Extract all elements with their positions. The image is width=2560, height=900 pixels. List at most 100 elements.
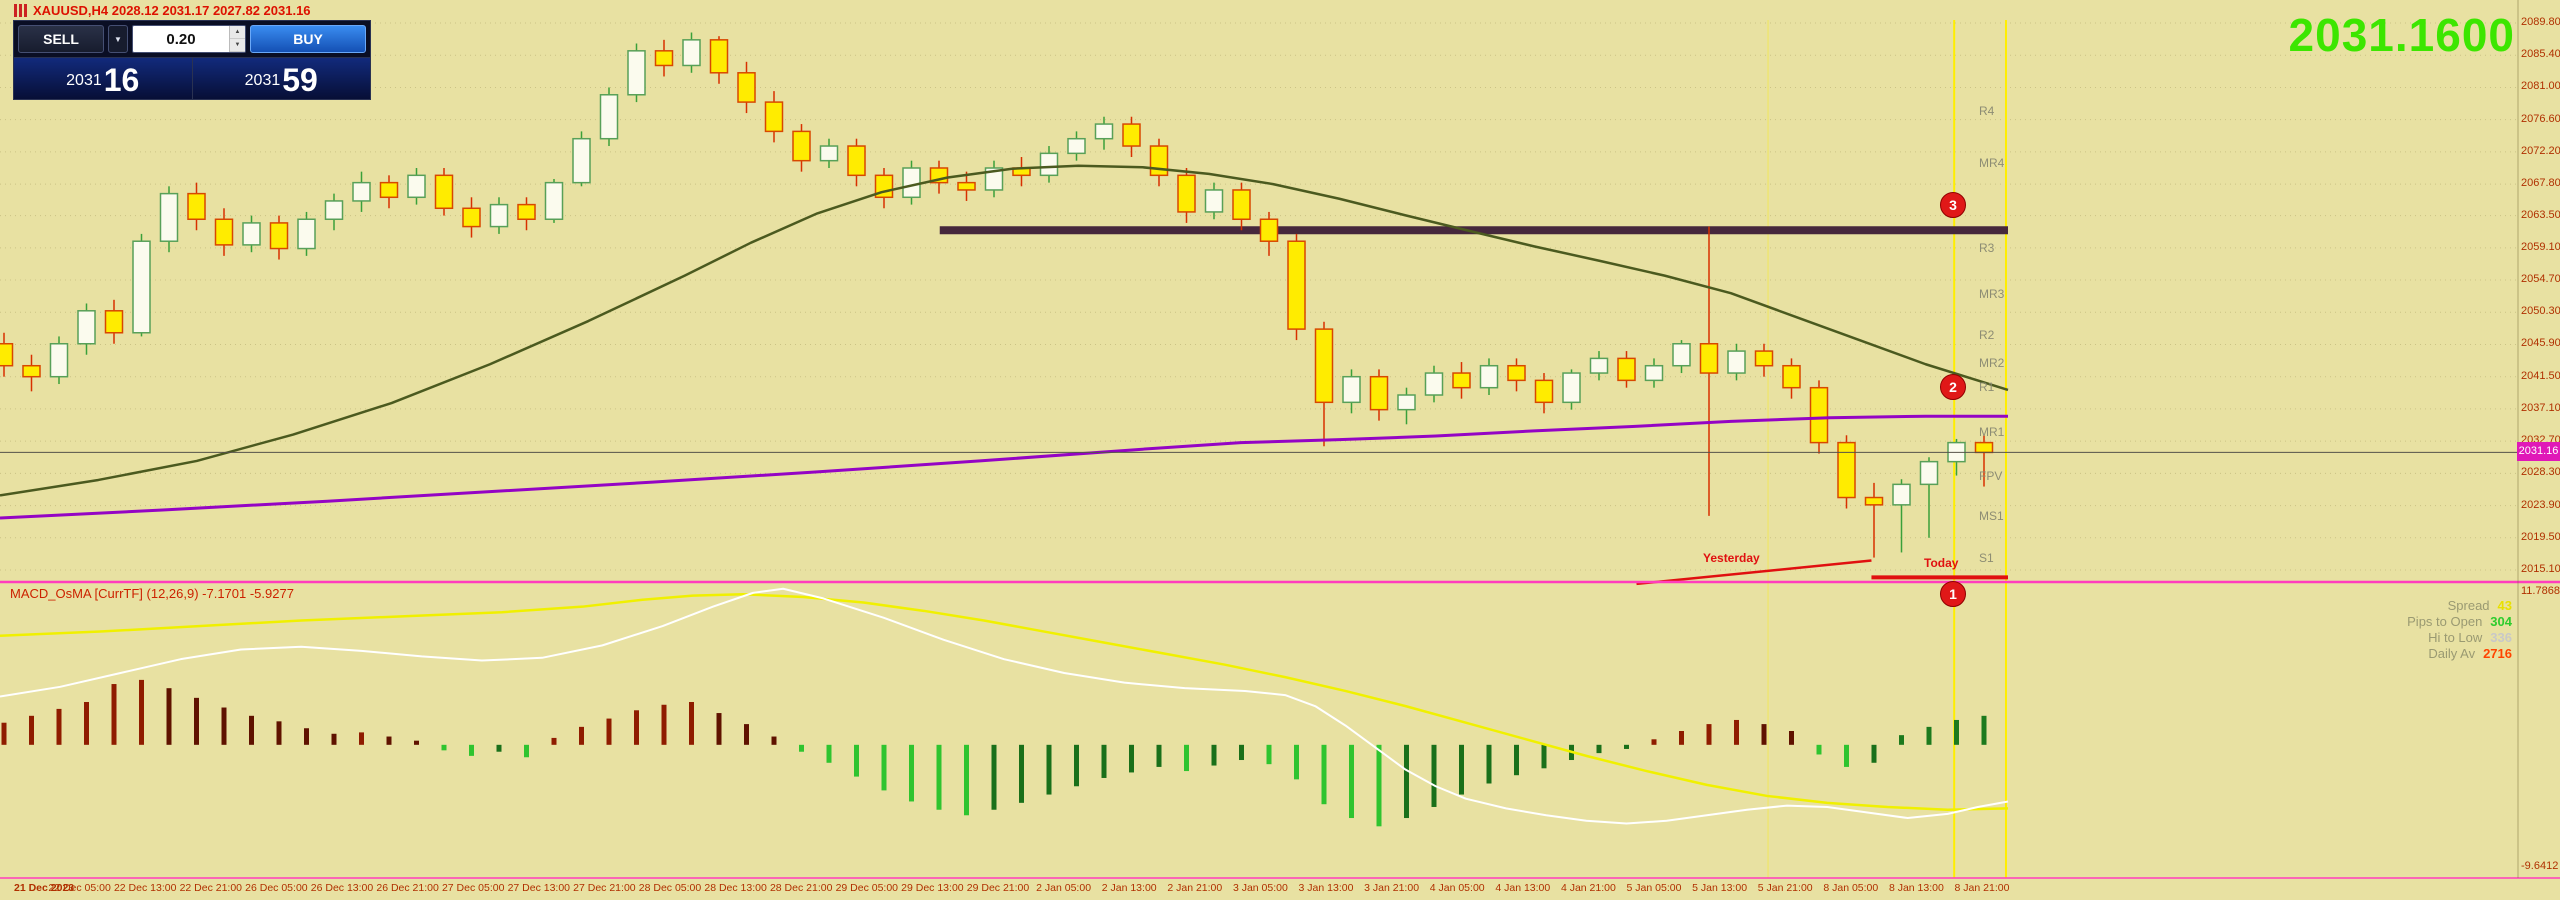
marker-2[interactable]: 2: [1940, 374, 1966, 400]
macd-scale-max: 11.7868: [2521, 585, 2560, 597]
lot-decrease-button[interactable]: ▼: [230, 39, 245, 52]
time-axis-label: 2 Jan 13:00: [1101, 882, 1157, 894]
time-axis-label: 22 Dec 13:00: [113, 882, 177, 894]
marker-1[interactable]: 1: [1940, 581, 1966, 607]
info-row: Hi to Low 336: [2407, 630, 2512, 645]
chart-symbol-icon: [14, 4, 27, 17]
price-axis-label: 2072.20: [2521, 144, 2560, 157]
price-axis-label: 2037.10: [2521, 401, 2560, 414]
info-value: 43: [2497, 598, 2512, 613]
price-axis-label: 2041.50: [2521, 369, 2560, 382]
time-axis-label: 22 Dec 05:00: [48, 882, 111, 894]
price-axis-label: 2085.40: [2521, 48, 2560, 61]
info-row: Spread 43: [2407, 598, 2512, 613]
ask-price-main: 2031: [244, 72, 281, 89]
time-axis-label: 27 Dec 13:00: [507, 882, 571, 894]
info-row: Daily Av 2716: [2407, 646, 2512, 661]
price-axis-label: 2063.50: [2521, 208, 2560, 221]
price-axis-label: 2028.30: [2521, 466, 2560, 479]
ohlc-readout: XAUUSD,H4 2028.12 2031.17 2027.82 2031.1…: [14, 3, 311, 18]
price-axis-label: 2067.80: [2521, 177, 2560, 190]
sell-button[interactable]: SELL: [18, 25, 104, 53]
pivot-label-r2: R2: [1979, 328, 1995, 343]
time-axis-label: 21 Dec 2023: [14, 882, 75, 894]
ohlc-text: XAUUSD,H4 2028.12 2031.17 2027.82 2031.1…: [33, 3, 311, 18]
time-axis-label: 5 Jan 21:00: [1757, 882, 1813, 894]
pivot-label-ms1: MS1: [1979, 508, 2004, 523]
time-axis-label: 4 Jan 13:00: [1495, 882, 1551, 894]
info-row: Pips to Open 304: [2407, 614, 2512, 629]
pivot-label-r1: R1: [1979, 380, 1995, 395]
macd-scale-min: -9.6412: [2521, 860, 2559, 872]
pivot-label-fpv: FPV: [1979, 469, 2003, 484]
lot-size-field[interactable]: 0.20 ▲ ▼: [132, 25, 246, 53]
time-axis-label: 27 Dec 21:00: [573, 882, 636, 894]
price-axis-label: 2023.90: [2521, 498, 2560, 511]
price-axis-label: 2054.70: [2521, 273, 2560, 286]
time-axis-label: 8 Jan 05:00: [1823, 882, 1879, 894]
yesterday-line-label: Yesterday: [1703, 551, 1760, 565]
ask-price[interactable]: 2031 59: [193, 58, 371, 99]
price-axis-label: 2050.30: [2521, 305, 2560, 318]
time-axis-label: 28 Dec 13:00: [704, 882, 767, 894]
pivot-label-mr4: MR4: [1979, 156, 2005, 171]
pivot-label-r4: R4: [1979, 103, 1995, 118]
indicator-label: MACD_OsMA [CurrTF] (12,26,9) -7.1701 -5.…: [10, 586, 294, 601]
time-axis-label: 3 Jan 05:00: [1232, 882, 1288, 894]
info-label: Pips to Open: [2407, 614, 2483, 629]
trade-controls-row: SELL ▼ 0.20 ▲ ▼ BUY: [14, 21, 370, 57]
time-axis-label: 29 Dec 05:00: [835, 882, 899, 894]
sell-dropdown-button[interactable]: ▼: [108, 25, 128, 53]
time-axis-label: 22 Dec 21:00: [179, 882, 243, 894]
price-axis-label: 2081.00: [2521, 80, 2560, 93]
time-axis-label: 8 Jan 13:00: [1888, 882, 1944, 894]
time-axis-label: 8 Jan 21:00: [1954, 882, 2010, 894]
time-axis-label: 28 Dec 05:00: [638, 882, 702, 894]
bid-ask-row: 2031 16 2031 59: [14, 57, 370, 99]
current-price-tag: 2031.16: [2517, 442, 2560, 462]
buy-button[interactable]: BUY: [250, 25, 366, 53]
bid-price-pips: 16: [103, 62, 140, 98]
time-axis-label: 2 Jan 05:00: [1036, 882, 1092, 894]
time-axis-label: 29 Dec 21:00: [966, 882, 1030, 894]
lot-size-value[interactable]: 0.20: [166, 30, 196, 48]
price-axis-label: 2059.10: [2521, 240, 2560, 253]
today-line-label: Today: [1924, 556, 1959, 570]
pivot-label-r3: R3: [1979, 241, 1995, 256]
price-axis-label: 2076.60: [2521, 112, 2560, 125]
time-axis-label: 26 Dec 21:00: [376, 882, 439, 894]
info-label: Hi to Low: [2428, 630, 2483, 645]
info-panel: Spread 43 Pips to Open 304 Hi to Low 336 Daily…: [2407, 598, 2512, 661]
time-axis-label: 28 Dec 21:00: [769, 882, 833, 894]
price-axis-label: 2045.90: [2521, 337, 2560, 350]
time-axis-label: 3 Jan 13:00: [1298, 882, 1354, 894]
current-price-display: 2031.1600: [2288, 9, 2515, 61]
price-axis-label: 2089.80: [2521, 16, 2560, 28]
lot-increase-button[interactable]: ▲: [230, 26, 245, 39]
bid-price-main: 2031: [66, 72, 102, 89]
time-axis-label: 3 Jan 21:00: [1364, 882, 1420, 894]
time-axis-label: 26 Dec 05:00: [245, 882, 308, 894]
info-value: 336: [2490, 630, 2512, 645]
pivot-label-mr1: MR1: [1979, 425, 2005, 440]
time-axis-label: 5 Jan 13:00: [1692, 882, 1748, 894]
price-axis-label: 2019.50: [2521, 530, 2560, 543]
ask-price-pips: 59: [282, 62, 318, 98]
pivot-label-s1: S1: [1979, 551, 1994, 566]
time-axis-label: 4 Jan 21:00: [1560, 882, 1616, 894]
time-axis-label: 26 Dec 13:00: [310, 882, 374, 894]
time-axis-label: 29 Dec 13:00: [901, 882, 964, 894]
marker-3[interactable]: 3: [1940, 192, 1966, 218]
bid-price[interactable]: 2031 16: [14, 58, 193, 99]
time-axis-label: 4 Jan 05:00: [1429, 882, 1485, 894]
time-axis-label: 27 Dec 05:00: [441, 882, 505, 894]
info-value: 304: [2490, 614, 2512, 629]
one-click-trading-panel: SELL ▼ 0.20 ▲ ▼ BUY 2031 16 2031 59: [13, 20, 371, 100]
time-axis-label: 5 Jan 05:00: [1626, 882, 1682, 894]
price-axis-label: 2015.10: [2521, 563, 2560, 576]
lot-spinners: ▲ ▼: [229, 26, 245, 52]
info-value: 2716: [2483, 646, 2512, 661]
info-label: Spread: [2447, 598, 2490, 613]
time-axis-label: 2 Jan 21:00: [1167, 882, 1223, 894]
